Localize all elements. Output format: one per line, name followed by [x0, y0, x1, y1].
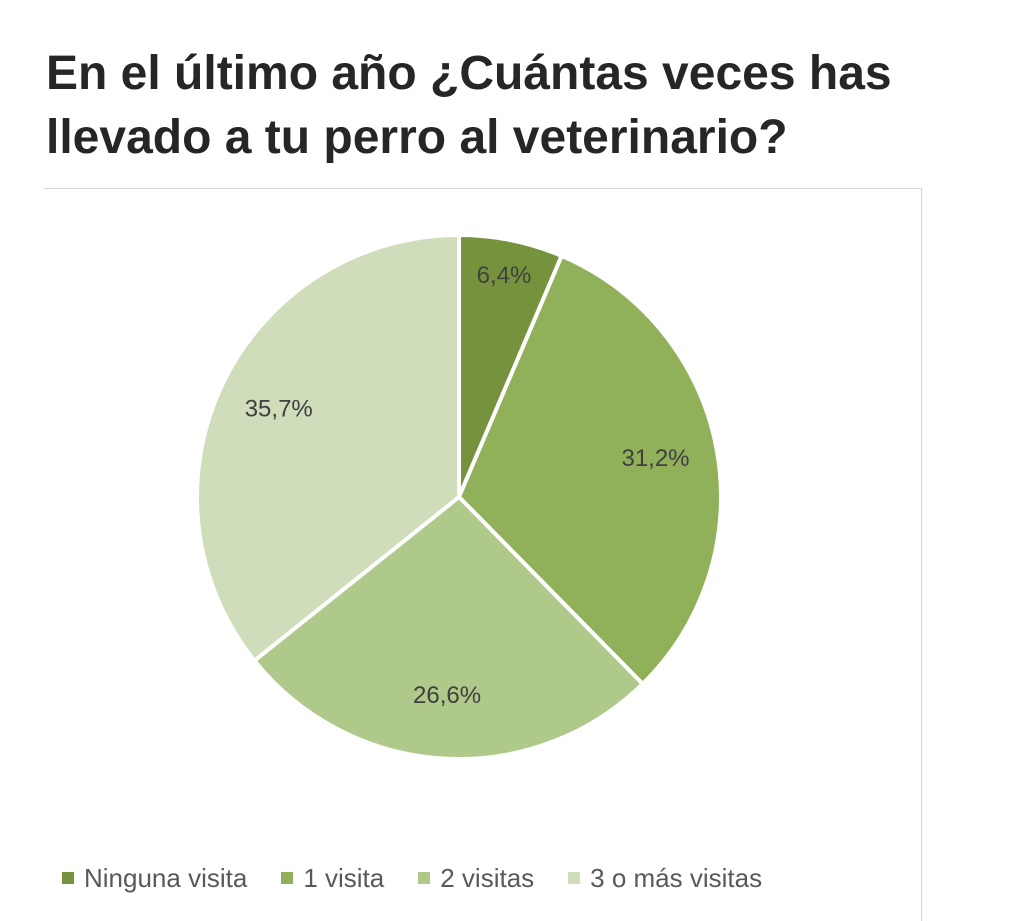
chart-area — [44, 188, 922, 921]
legend-item-2-visitas: 2 visitas — [418, 863, 534, 894]
data-label-ninguna-visita: 6,4% — [477, 262, 532, 289]
chart-legend: Ninguna visita 1 visita 2 visitas 3 o má… — [62, 858, 762, 898]
legend-item-1-visita: 1 visita — [281, 863, 384, 894]
legend-swatch — [568, 872, 581, 884]
legend-swatch — [418, 872, 431, 884]
legend-item-3-o-mas-visitas: 3 o más visitas — [568, 863, 762, 894]
legend-swatch — [62, 872, 74, 884]
slice-1-visita — [457, 253, 723, 686]
data-label-1-visita: 31,2% — [621, 445, 689, 472]
data-label-2-visitas: 26,6% — [413, 682, 481, 709]
legend-label: 2 visitas — [440, 862, 535, 893]
legend-label: Ninguna visita — [84, 862, 248, 893]
data-label-3-o-mas-visitas: 35,7% — [245, 396, 313, 423]
legend-swatch — [281, 872, 294, 884]
slice-2-visitas — [252, 495, 645, 761]
legend-label: 3 o más visitas — [590, 862, 763, 893]
legend-label: 1 visita — [303, 862, 385, 893]
chart-title: En el último año ¿Cuántas veces has llev… — [46, 47, 892, 164]
slice-3-o-mas-visitas — [195, 233, 461, 663]
legend-item-ninguna-visita: Ninguna visita — [62, 863, 247, 894]
